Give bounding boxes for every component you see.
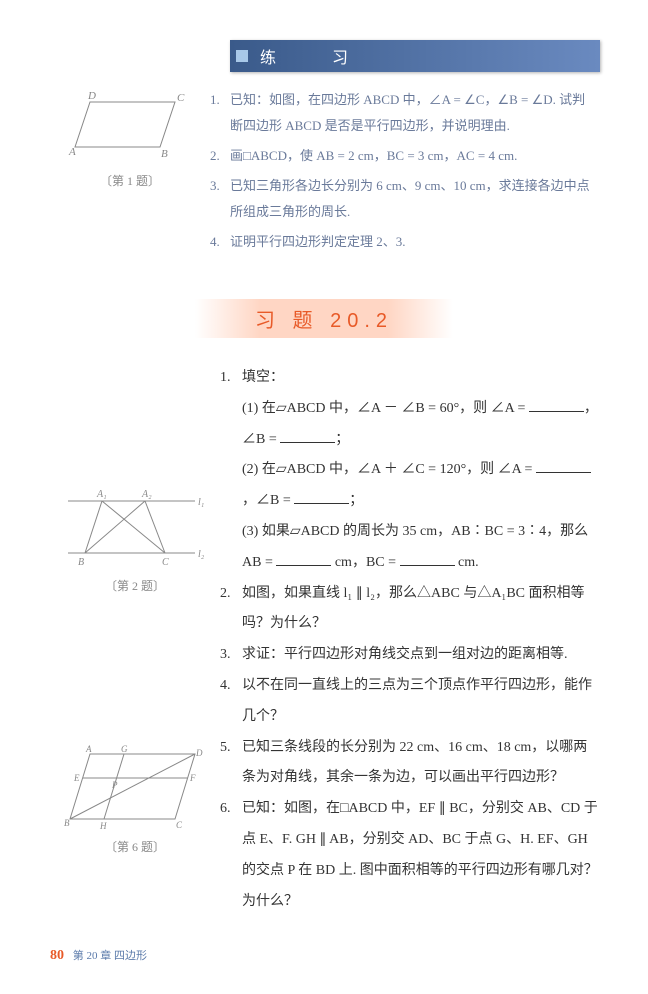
item-body: 如图，如果直线 l₁ ∥ l₂，那么△ABC 与△A₁BC 面积相等吗？为什么？ — [242, 579, 598, 641]
figure-1: D C A B — [65, 87, 195, 167]
figure-1-col: D C A B 〔第 1 题〕 — [50, 87, 210, 259]
item-body: 已知三条线段的长分别为 22 cm、16 cm、18 cm，以哪两条为对角线，其… — [242, 733, 598, 795]
svg-text:F: F — [189, 773, 196, 783]
lianxi-title: 练 习 — [260, 50, 368, 67]
chapter-label: 第 20 章 四边形 — [73, 950, 147, 962]
svg-text:D: D — [87, 90, 96, 102]
svg-text:A: A — [68, 146, 76, 158]
item-body: 证明平行四边形判定定理 2、3. — [230, 229, 598, 255]
page-number: 80 — [50, 948, 64, 963]
figure-6-caption: 〔第 6 题〕 — [50, 838, 220, 855]
svg-text:l₂: l₂ — [198, 549, 205, 560]
xiti-title: 习 题 20.2 — [195, 299, 453, 338]
sub-item: (2) 在▱ABCD 中，∠A ＋ ∠C = 120°，则 ∠A = ，∠B =… — [242, 455, 598, 517]
svg-text:B: B — [64, 818, 70, 828]
svg-text:G: G — [121, 744, 128, 754]
svg-text:C: C — [176, 820, 183, 830]
item-body: 填空： — [242, 363, 598, 394]
svg-text:C: C — [177, 92, 185, 104]
item-num: 3. — [220, 640, 242, 671]
svg-text:A: A — [85, 744, 92, 754]
xiti-header: 习 题 20.2 — [50, 299, 598, 338]
item-num: 1. — [220, 363, 242, 394]
lianxi-section: D C A B 〔第 1 题〕 1.已知：如图，在四边形 ABCD 中，∠A =… — [50, 87, 598, 259]
item-body: 画□ABCD，使 AB = 2 cm，BC = 3 cm，AC = 4 cm. — [230, 143, 598, 169]
item-num: 1. — [210, 87, 230, 139]
figure-1-caption: 〔第 1 题〕 — [50, 172, 210, 189]
page-footer: 80 第 20 章 四边形 — [50, 947, 598, 964]
item-body: 求证：平行四边形对角线交点到一组对边的距离相等. — [242, 640, 598, 671]
figure-2-caption: 〔第 2 题〕 — [50, 577, 220, 594]
svg-text:D: D — [195, 748, 203, 758]
item-body: 已知：如图，在四边形 ABCD 中，∠A = ∠C，∠B = ∠D. 试判断四边… — [230, 87, 598, 139]
item-body: 已知三角形各边长分别为 6 cm、9 cm、10 cm，求连接各边中点所组成三角… — [230, 173, 598, 225]
svg-text:B: B — [161, 148, 168, 160]
figure-2: A₁ A₂ B C l₁ l₂ — [60, 483, 210, 573]
svg-text:E: E — [73, 773, 80, 783]
item-num: 5. — [220, 733, 242, 795]
svg-text:A₁: A₁ — [96, 489, 107, 500]
item-num: 2. — [210, 143, 230, 169]
item-num: 2. — [220, 579, 242, 641]
lianxi-items: 1.已知：如图，在四边形 ABCD 中，∠A = ∠C，∠B = ∠D. 试判断… — [210, 87, 598, 259]
xiti-items: 1.填空： (1) 在▱ABCD 中，∠A － ∠B = 60°，则 ∠A = … — [220, 363, 598, 917]
lianxi-header: 练 习 — [230, 40, 600, 72]
svg-text:C: C — [162, 557, 169, 568]
item-body: 以不在同一直线上的三点为三个顶点作平行四边形，能作几个？ — [242, 671, 598, 733]
item-body: 已知：如图，在□ABCD 中，EF ∥ BC，分别交 AB、CD 于点 E、F.… — [242, 794, 598, 917]
sub-item: (3) 如果▱ABCD 的周长为 35 cm，AB∶BC = 3∶4，那么 AB… — [242, 517, 598, 579]
svg-text:B: B — [78, 557, 84, 568]
item-num: 3. — [210, 173, 230, 225]
item-num: 4. — [220, 671, 242, 733]
svg-text:l₁: l₁ — [198, 497, 204, 508]
svg-text:H: H — [99, 821, 107, 831]
item-num: 6. — [220, 794, 242, 917]
figures-col: A₁ A₂ B C l₁ l₂ 〔第 2 题〕 A G D E P F B H … — [50, 363, 220, 917]
svg-text:A₂: A₂ — [141, 489, 152, 500]
figure-6: A G D E P F B H C — [60, 744, 210, 834]
sub-item: (1) 在▱ABCD 中，∠A － ∠B = 60°，则 ∠A = ，∠B = … — [242, 394, 598, 456]
xiti-section: A₁ A₂ B C l₁ l₂ 〔第 2 题〕 A G D E P F B H … — [50, 363, 598, 917]
svg-text:P: P — [111, 780, 118, 790]
item-num: 4. — [210, 229, 230, 255]
